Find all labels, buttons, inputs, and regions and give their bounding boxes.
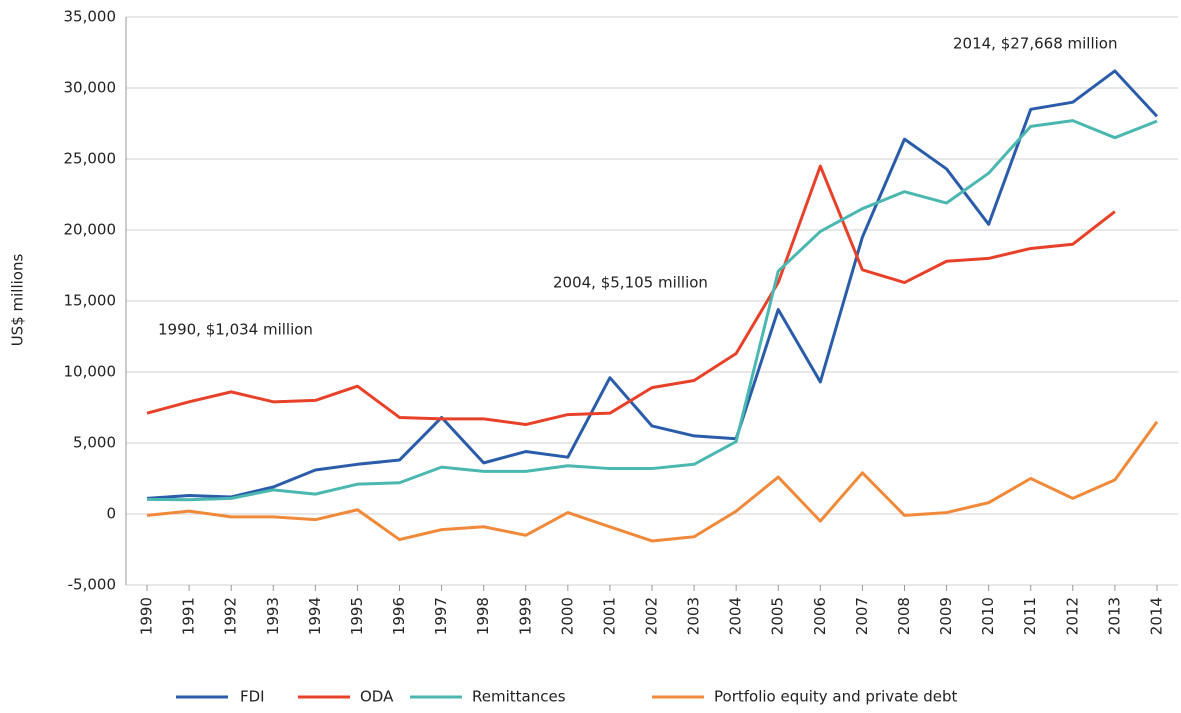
x-tick-label: 2012 bbox=[1063, 597, 1081, 635]
annotation: 2004, $5,105 million bbox=[553, 274, 708, 292]
x-tick-label: 1992 bbox=[222, 597, 240, 635]
x-tick-label: 2000 bbox=[558, 597, 576, 635]
x-tick-label: 2010 bbox=[979, 597, 997, 635]
legend-label: ODA bbox=[360, 688, 394, 706]
x-tick-label: 2004 bbox=[727, 597, 745, 635]
series-line bbox=[146, 420, 1159, 543]
series-line bbox=[146, 164, 1116, 427]
y-tick-label: 0 bbox=[106, 505, 116, 523]
x-tick-label: 2005 bbox=[769, 597, 787, 635]
x-tick-label: 1994 bbox=[306, 597, 324, 635]
x-tick-label: 1998 bbox=[474, 597, 492, 635]
legend-label: FDI bbox=[240, 688, 265, 706]
y-tick-label: 35,000 bbox=[64, 8, 117, 26]
x-tick-label: 2003 bbox=[685, 597, 703, 635]
x-tick-label: 1990 bbox=[138, 597, 156, 635]
x-tick-label: 2013 bbox=[1105, 597, 1123, 635]
series-line bbox=[147, 119, 1158, 502]
y-tick-label: 10,000 bbox=[64, 363, 117, 381]
y-tick-label: 15,000 bbox=[64, 292, 117, 310]
x-tick-label: 2006 bbox=[811, 597, 829, 635]
annotation: 1990, $1,034 million bbox=[158, 321, 313, 339]
x-tick-label: 2014 bbox=[1147, 597, 1165, 635]
y-tick-label: 20,000 bbox=[64, 221, 117, 239]
y-axis-title: US$ millions bbox=[9, 254, 27, 347]
x-tick-label: 1997 bbox=[432, 597, 450, 635]
x-tick-label: 2008 bbox=[895, 597, 913, 635]
x-tick-label: 1999 bbox=[516, 597, 534, 635]
legend-label: Portfolio equity and private debt bbox=[714, 688, 957, 706]
x-tick-label: 2001 bbox=[600, 597, 618, 635]
x-tick-label: 1995 bbox=[348, 597, 366, 635]
x-tick-label: 1996 bbox=[390, 597, 408, 635]
x-tick-label: 2011 bbox=[1021, 597, 1039, 635]
legend-label: Remittances bbox=[472, 688, 566, 706]
x-tick-label: 1991 bbox=[180, 597, 198, 635]
y-tick-label: 30,000 bbox=[64, 79, 117, 97]
annotation: 2014, $27,668 million bbox=[953, 35, 1117, 53]
series-line bbox=[146, 69, 1159, 500]
y-tick-label: 5,000 bbox=[73, 434, 116, 452]
x-tick-label: 1993 bbox=[264, 597, 282, 635]
y-tick-label: -5,000 bbox=[68, 576, 116, 594]
x-tick-label: 2009 bbox=[937, 597, 955, 635]
x-tick-label: 2007 bbox=[853, 597, 871, 635]
x-tick-label: 2002 bbox=[643, 597, 661, 635]
y-tick-label: 25,000 bbox=[64, 150, 117, 168]
